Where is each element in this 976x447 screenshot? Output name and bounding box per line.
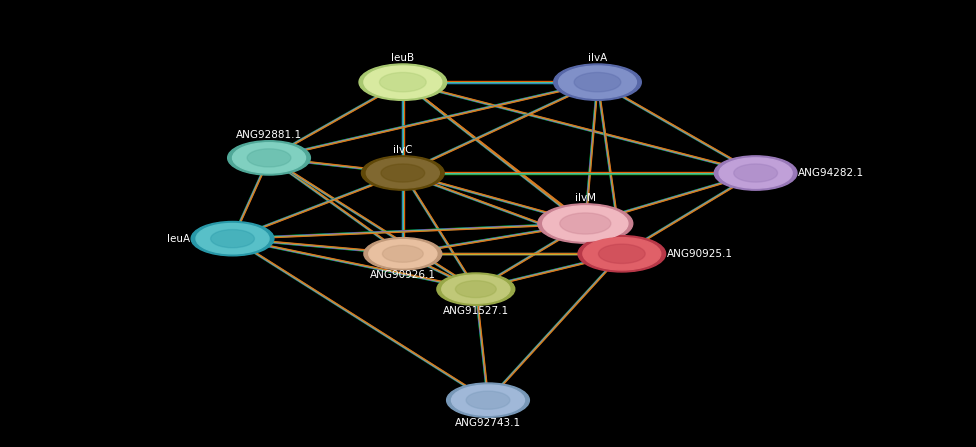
Circle shape: [227, 141, 310, 175]
Text: ANG90926.1: ANG90926.1: [370, 270, 436, 280]
Text: ANG90925.1: ANG90925.1: [667, 249, 733, 259]
Circle shape: [361, 156, 444, 190]
Text: leuB: leuB: [391, 54, 415, 63]
Text: ANG91527.1: ANG91527.1: [443, 306, 508, 316]
Circle shape: [452, 385, 524, 415]
Circle shape: [359, 64, 447, 100]
Circle shape: [437, 273, 514, 305]
Circle shape: [734, 164, 778, 182]
Circle shape: [369, 240, 437, 268]
Circle shape: [538, 204, 632, 243]
Circle shape: [383, 245, 424, 262]
Circle shape: [191, 221, 274, 256]
Circle shape: [467, 391, 509, 409]
Circle shape: [442, 275, 509, 303]
Circle shape: [247, 149, 291, 167]
Circle shape: [364, 66, 442, 98]
Text: ilvC: ilvC: [393, 145, 413, 156]
Circle shape: [598, 244, 645, 263]
Circle shape: [583, 238, 661, 270]
Circle shape: [364, 238, 442, 270]
Circle shape: [558, 66, 636, 98]
Text: ilvM: ilvM: [575, 193, 595, 203]
Text: ANG92881.1: ANG92881.1: [236, 130, 303, 140]
Circle shape: [574, 72, 621, 92]
Circle shape: [560, 213, 611, 234]
Circle shape: [447, 383, 529, 417]
Text: ilvA: ilvA: [588, 54, 607, 63]
Circle shape: [456, 281, 496, 298]
Circle shape: [714, 156, 797, 190]
Text: leuA: leuA: [167, 234, 190, 244]
Circle shape: [719, 158, 793, 188]
Circle shape: [381, 164, 425, 182]
Text: ANG92743.1: ANG92743.1: [455, 418, 521, 428]
Circle shape: [553, 64, 641, 100]
Circle shape: [380, 72, 427, 92]
Circle shape: [232, 143, 305, 173]
Circle shape: [196, 224, 269, 254]
Circle shape: [578, 236, 666, 272]
Circle shape: [543, 206, 628, 241]
Circle shape: [366, 158, 439, 188]
Circle shape: [211, 230, 255, 248]
Text: ANG94282.1: ANG94282.1: [798, 168, 865, 178]
